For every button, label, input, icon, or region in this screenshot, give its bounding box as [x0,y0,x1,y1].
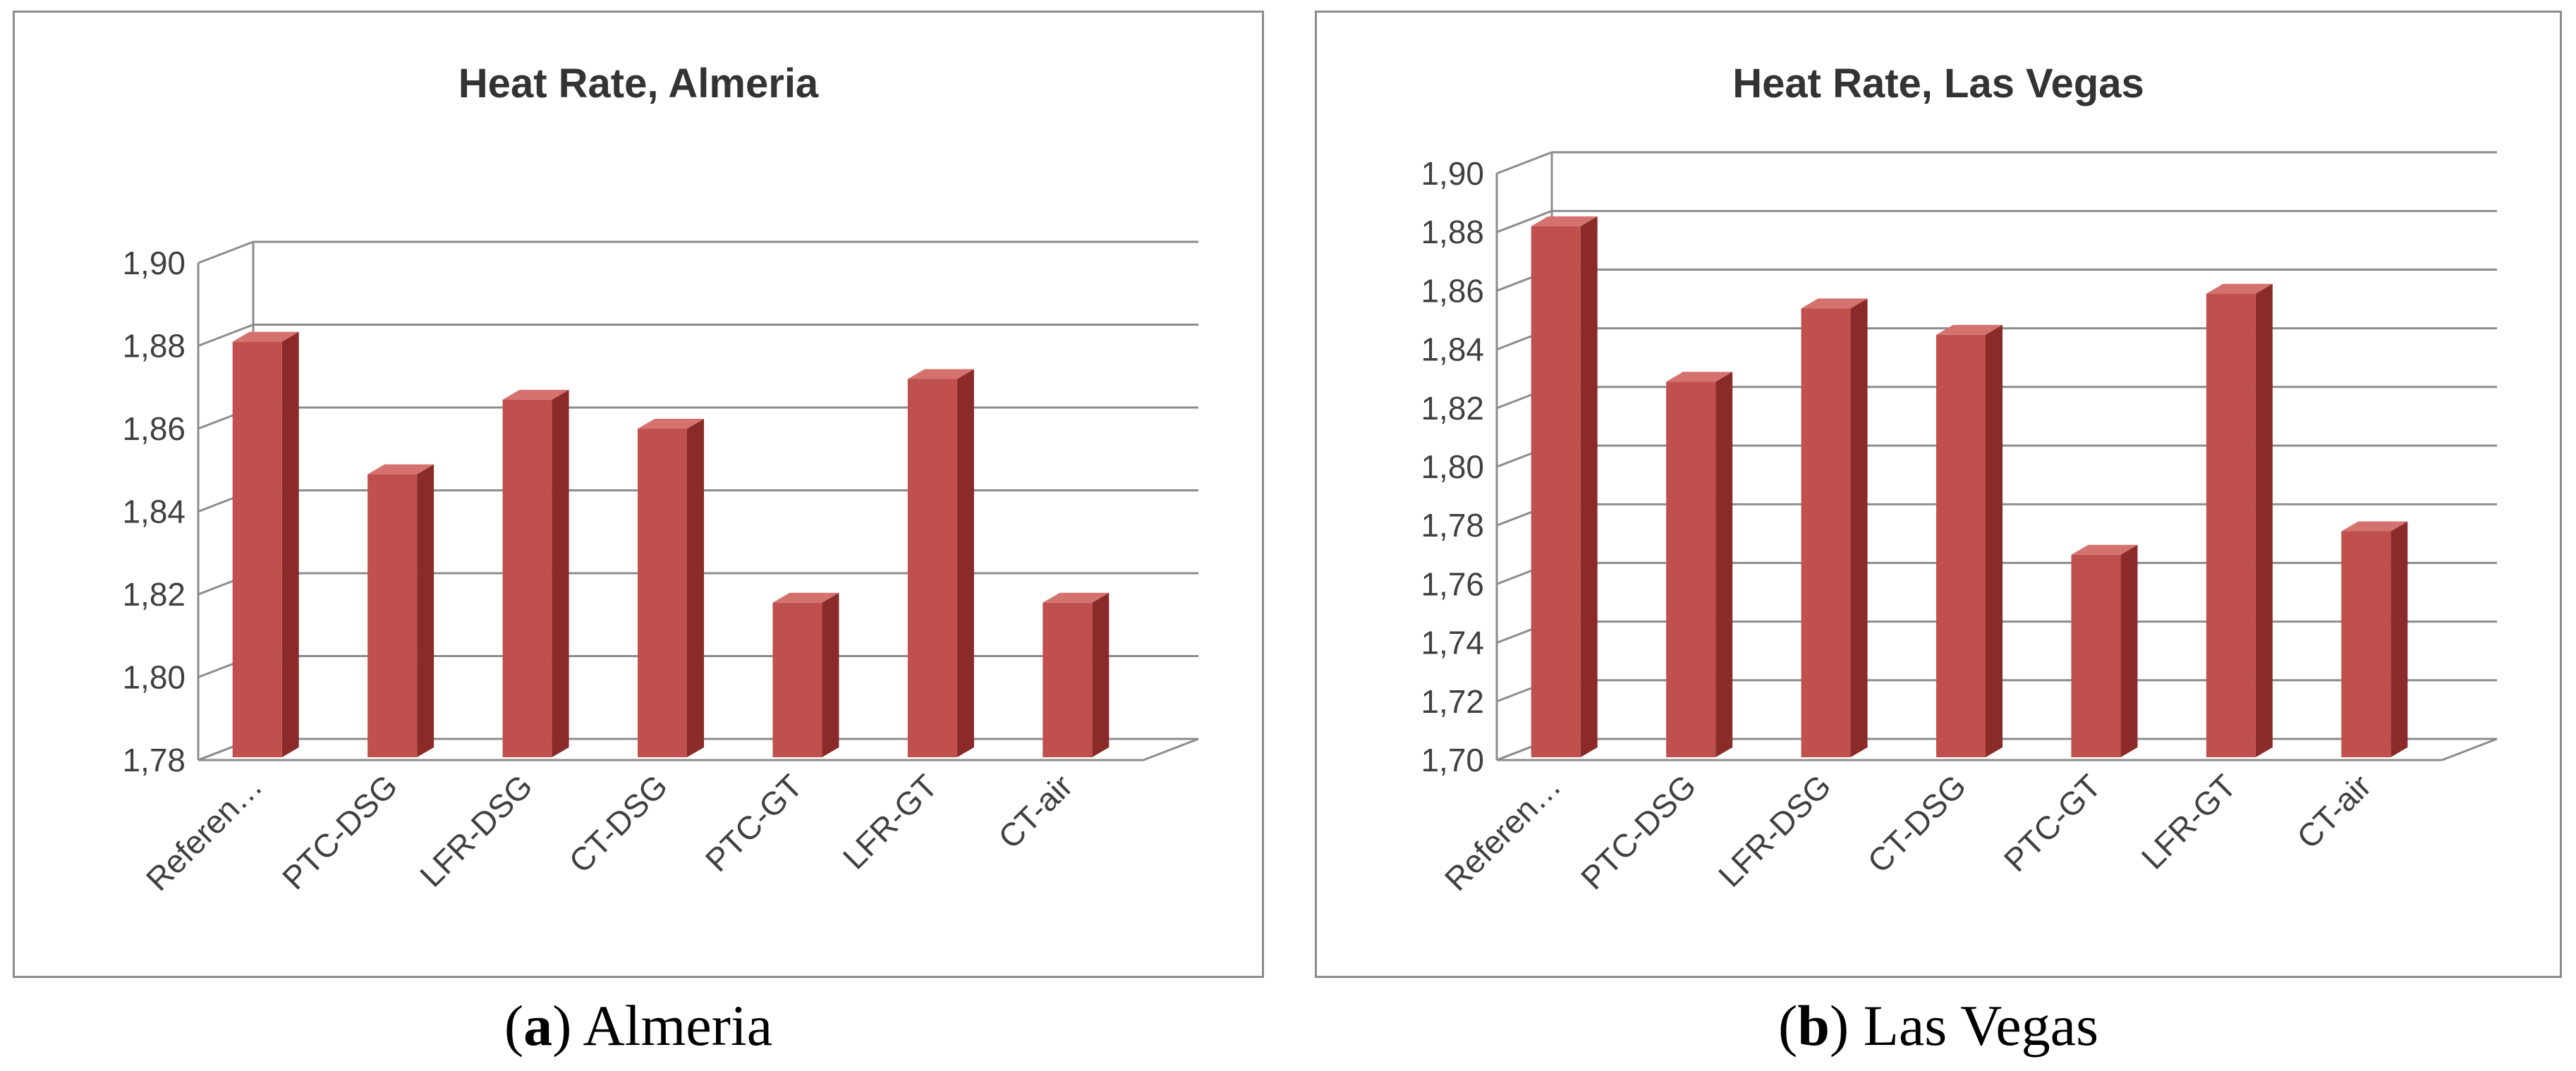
x-tick-label: Referen… [1438,767,1568,898]
x-tick-label: LFR-GT [836,767,944,876]
y-tick-label: 1,78 [1421,507,1484,544]
bar-side [1715,372,1733,757]
bar-top [1043,592,1110,603]
y-tick-label: 1,82 [1421,390,1484,427]
caption-letter: a [523,993,553,1058]
bar-side [2390,521,2408,757]
bar-top [502,389,569,400]
bar-top [2206,283,2273,294]
bar-side [2120,544,2138,757]
y-tick-label: 1,84 [122,494,186,530]
bar-top [907,369,974,379]
y-tick-label: 1,76 [1421,565,1484,602]
bar-side [687,419,704,757]
bar-side [1850,298,1868,757]
x-tick-label: CT-air [2290,767,2378,855]
bar [1531,226,1581,757]
x-tick-label: PTC-DSG [1574,767,1703,896]
bar-side [1986,324,2003,757]
x-tick-label: LFR-DSG [413,767,540,894]
bar [1801,308,1851,757]
bar [1936,334,1986,757]
caption-almeria: (a) Almeria [504,993,773,1058]
bar [2206,293,2256,757]
bar [638,429,687,757]
x-tick-label: LFR-DSG [1711,767,1838,894]
y-tick-label: 1,70 [1421,742,1484,778]
y-tick-label: 1,86 [1421,272,1484,309]
bar-top [367,464,435,475]
y-tick-label: 1,86 [122,410,186,447]
bar-side [417,464,435,757]
y-tick-label: 1,80 [122,659,186,696]
bar [1043,602,1093,757]
bar-top [1531,216,1598,226]
bar-top [2071,544,2138,555]
bar-side [1580,216,1598,757]
caption-label: Almeria [583,993,773,1058]
bar-side [822,592,839,757]
caption-label: Las Vegas [1863,993,2098,1058]
bar-top [1936,324,2003,335]
x-tick-label: Referen… [139,767,269,898]
x-tick-label: LFR-GT [2134,767,2243,876]
gridline-side [1496,151,1553,175]
bar [502,399,552,757]
y-tick-label: 1,88 [122,328,186,365]
bar-top [2341,521,2408,532]
y-tick-label: 1,72 [1421,683,1484,720]
bar [2071,554,2121,757]
bar [772,602,822,757]
bar [1666,381,1716,757]
y-tick-label: 1,90 [122,245,186,281]
bar-top [638,419,704,429]
gridline-side [1496,209,1553,233]
y-tick-label: 1,74 [1421,625,1484,661]
bar [232,341,282,757]
x-tick-label: PTC-DSG [275,767,404,896]
bar [367,474,418,757]
y-tick-label: 1,84 [1421,331,1484,368]
bar-side [1092,592,1110,757]
chart-las-vegas: Heat Rate, Las Vegas 1,70 1,72 1,74 1,76 1,7… [1421,61,2498,898]
bar-side [552,389,569,757]
gridline-side [198,324,254,347]
x-tick-label: PTC-GT [1997,767,2108,879]
x-tick-label: CT-DSG [1860,767,1973,880]
chart-title: Heat Rate, Las Vegas [1732,61,2144,106]
chart-almeria: Heat Rate, Almeria 1,78 1,80 1,82 1,84 1,86 1… [122,61,1199,898]
bar-side [956,369,974,757]
bar-top [232,331,299,342]
caption-las-vegas: (b) Las Vegas [1778,993,2098,1058]
chart-title: Heat Rate, Almeria [458,61,819,106]
bar [907,379,957,757]
chart-panel-almeria: Heat Rate, Almeria 1,78 1,80 1,82 1,84 1,86 1… [13,11,1264,978]
y-tick-label: 1,90 [1421,155,1484,192]
bar-top [772,592,839,603]
x-tick-label: CT-DSG [561,767,674,880]
x-tick-label: PTC-GT [698,767,810,879]
bar-side [2255,283,2273,757]
bar-side [281,331,299,757]
y-tick-label: 1,80 [1421,448,1484,485]
bar [2341,531,2391,757]
y-tick-label: 1,88 [1421,214,1484,250]
caption-letter: b [1797,993,1830,1058]
y-tick-label: 1,82 [122,576,186,613]
x-tick-label: CT-air [991,767,1079,855]
chart-panel-las-vegas: Heat Rate, Las Vegas 1,70 1,72 1,74 1,76 1,7… [1315,11,2562,978]
y-tick-label: 1,78 [122,742,186,778]
bar-top [1801,298,1868,309]
bar-top [1666,372,1733,382]
gridline-side [198,240,254,264]
